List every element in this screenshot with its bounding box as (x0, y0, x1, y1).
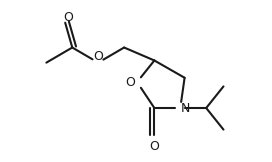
Text: O: O (93, 50, 103, 63)
Text: O: O (126, 76, 135, 89)
Text: O: O (63, 11, 73, 24)
Text: N: N (181, 102, 190, 115)
Text: O: O (149, 140, 159, 153)
